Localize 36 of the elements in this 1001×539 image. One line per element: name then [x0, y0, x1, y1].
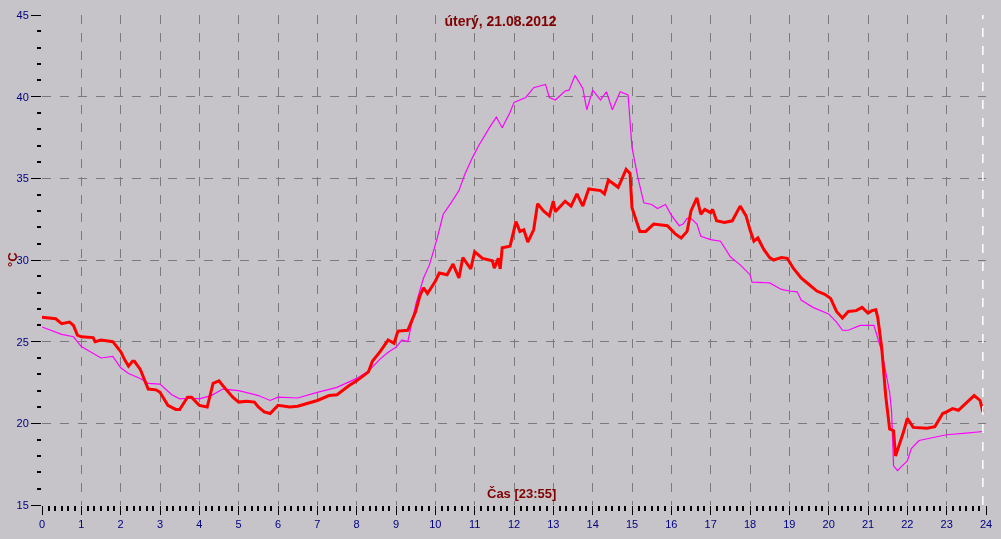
y-tick-label: 20	[16, 417, 29, 430]
y-tick-label: 15	[16, 498, 29, 511]
x-tick-label: 13	[547, 518, 560, 531]
x-tick-label: 21	[861, 518, 875, 531]
x-tick-label: 2	[117, 518, 124, 531]
y-tick-label: 40	[16, 90, 29, 103]
x-tick-label: 24	[979, 518, 993, 531]
x-tick-label: 14	[586, 518, 599, 531]
x-tick-label: 6	[274, 518, 282, 531]
x-tick-label: 19	[783, 518, 796, 531]
y-tick-label: 35	[16, 172, 29, 185]
x-tick-label: 12	[507, 518, 521, 531]
x-tick-label: 11	[468, 518, 481, 531]
y-tick-label: 30	[16, 253, 29, 266]
x-tick-label: 23	[940, 518, 953, 531]
x-tick-label: 5	[235, 518, 242, 531]
x-tick-label: 17	[704, 518, 717, 531]
x-tick-label: 9	[392, 518, 400, 531]
line-series	[42, 167, 985, 458]
x-tick-label: 22	[901, 518, 914, 531]
x-tick-label: 15	[625, 518, 639, 531]
x-tick-label: 1	[78, 518, 85, 531]
x-axis-title: Čas [23:55]	[487, 486, 557, 501]
line-series	[42, 74, 984, 472]
x-tick-label: 0	[38, 518, 46, 531]
y-tick-label: 45	[16, 8, 29, 21]
x-tick-label: 20	[822, 518, 835, 531]
x-tick-label: 4	[196, 518, 203, 531]
y-tick-label: 25	[16, 335, 29, 348]
x-tick-label: 16	[665, 518, 678, 531]
x-tick-label: 3	[156, 518, 164, 531]
x-tick-label: 8	[353, 518, 360, 531]
chart-title: úterý, 21.08.2012	[444, 12, 557, 29]
x-tick-label: 18	[743, 518, 757, 531]
x-tick-label: 10	[429, 518, 442, 531]
x-tick-label: 7	[314, 518, 321, 531]
